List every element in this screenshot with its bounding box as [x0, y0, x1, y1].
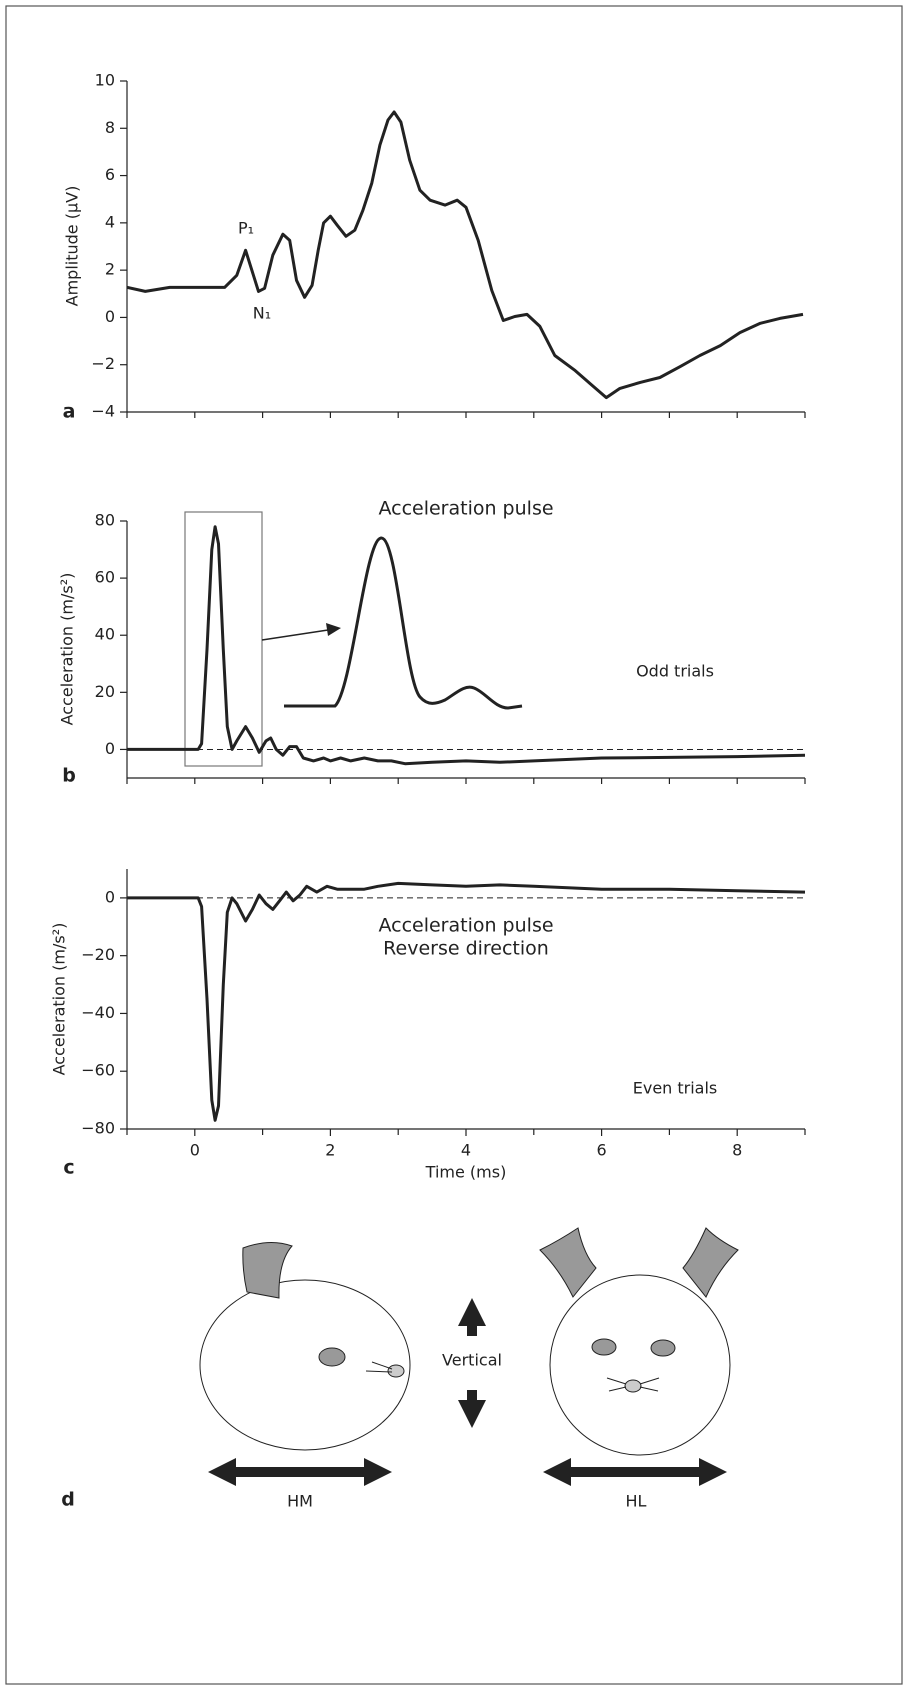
y-tick-label: 20 [95, 682, 115, 701]
zoom-arrow [261, 629, 329, 641]
annotation: P₁ [238, 219, 254, 238]
arrow-down [458, 1390, 486, 1428]
ear [539, 1227, 597, 1298]
annotation: Even trials [633, 1079, 718, 1098]
whisker [365, 1370, 393, 1373]
data-line [127, 525, 806, 766]
panel-label: a [63, 401, 76, 423]
y-tick-label: −20 [81, 945, 115, 964]
x-tick-label: 4 [461, 1141, 471, 1160]
arrow-hl [543, 1458, 727, 1486]
annotation: Reverse direction [383, 938, 549, 960]
zoom-arrowhead [326, 623, 341, 636]
head-side [199, 1279, 411, 1451]
panel-label: d [61, 1489, 75, 1511]
x-tick-label: 2 [325, 1141, 335, 1160]
zoom-box [184, 511, 263, 767]
whisker [639, 1377, 660, 1385]
whisker [608, 1386, 627, 1392]
x-tick-label: 0 [190, 1141, 200, 1160]
y-tick-label: 4 [105, 212, 115, 231]
whisker [639, 1386, 659, 1392]
arrows [208, 1298, 727, 1486]
nose [624, 1379, 642, 1393]
panel-label: c [63, 1157, 74, 1179]
y-axis-label: Amplitude (µV) [63, 186, 82, 307]
y-tick-label: 6 [105, 165, 115, 184]
frame [5, 5, 903, 1685]
inset-curve [284, 536, 523, 710]
eye [591, 1338, 617, 1356]
annotation: Odd trials [636, 662, 714, 681]
hm-label: HM [287, 1492, 313, 1511]
panel-label: b [62, 765, 76, 787]
ear [242, 1242, 293, 1299]
y-tick-label: 40 [95, 625, 115, 644]
eye [318, 1347, 346, 1367]
whisker [606, 1377, 627, 1385]
vertical-label: Vertical [442, 1351, 502, 1370]
eye [650, 1339, 676, 1357]
y-axis-label: Acceleration (m/s²) [58, 573, 77, 726]
y-axis-label: Acceleration (m/s²) [50, 923, 69, 1076]
head-front [549, 1274, 731, 1456]
x-axis-label: Time (ms) [425, 1163, 507, 1182]
ear [682, 1227, 739, 1298]
data-line [127, 881, 806, 1122]
whisker [371, 1361, 393, 1370]
y-tick-label: 60 [95, 568, 115, 587]
y-tick-label: −80 [81, 1119, 115, 1138]
y-tick-label: 0 [105, 739, 115, 758]
y-tick-label: 2 [105, 260, 115, 279]
y-tick-label: 80 [95, 511, 115, 530]
y-tick-label: 10 [95, 71, 115, 90]
annotation: Acceleration pulse [378, 498, 553, 520]
x-tick-label: 6 [597, 1141, 607, 1160]
nose [387, 1364, 405, 1378]
arrow-hm [208, 1458, 392, 1486]
y-tick-label: 0 [105, 307, 115, 326]
annotation: Acceleration pulse [378, 915, 553, 937]
diagram [199, 1227, 739, 1456]
y-tick-label: 0 [105, 887, 115, 906]
y-tick-label: 8 [105, 118, 115, 137]
data-line [126, 110, 804, 400]
y-tick-label: −40 [81, 1003, 115, 1022]
x-tick-label: 8 [732, 1141, 742, 1160]
y-tick-label: −4 [91, 402, 115, 421]
hl-label: HL [626, 1492, 647, 1511]
arrow-up [458, 1298, 486, 1336]
y-tick-label: −2 [91, 354, 115, 373]
annotation: N₁ [253, 304, 271, 323]
y-tick-label: −60 [81, 1061, 115, 1080]
